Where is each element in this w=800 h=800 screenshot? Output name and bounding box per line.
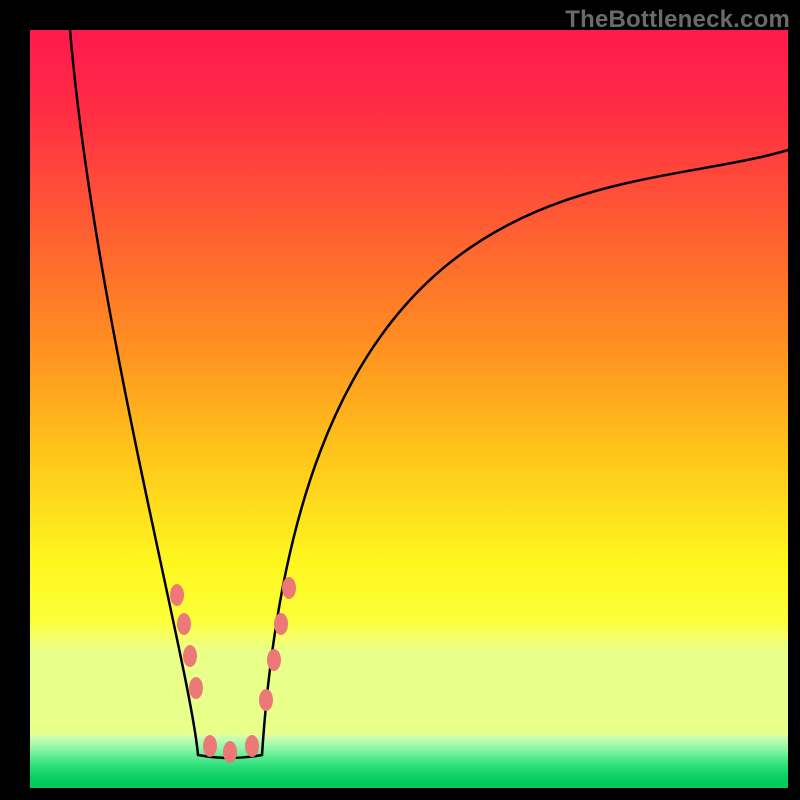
bottleneck-curve-svg xyxy=(0,0,800,800)
marker-group xyxy=(170,577,296,763)
curve-marker xyxy=(223,741,237,763)
watermark-text: TheBottleneck.com xyxy=(565,6,790,34)
curve-marker xyxy=(183,645,197,667)
curve-marker xyxy=(245,735,259,757)
curve-marker xyxy=(259,689,273,711)
curve-marker xyxy=(177,613,191,635)
chart-stage: TheBottleneck.com xyxy=(0,0,800,800)
curve-marker xyxy=(189,677,203,699)
curve-marker xyxy=(203,735,217,757)
v-curve-path xyxy=(70,30,788,758)
curve-marker xyxy=(170,584,184,606)
curve-marker xyxy=(267,649,281,671)
curve-marker xyxy=(274,613,288,635)
curve-marker xyxy=(282,577,296,599)
